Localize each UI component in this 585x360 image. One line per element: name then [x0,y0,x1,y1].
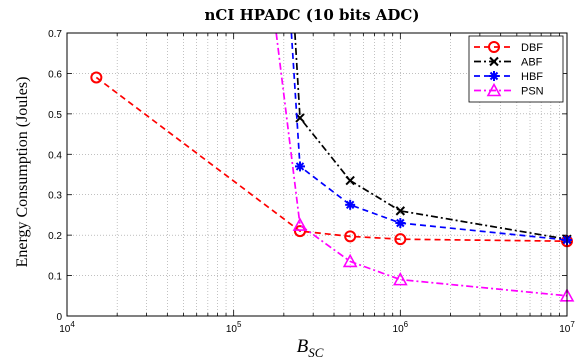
legend-label-psn: PSN [521,86,544,98]
grid [67,33,567,316]
x-tick-label: 105 [226,320,242,335]
legend-marker-abf-stroke [489,56,499,67]
x-tick-label-exponent: 7 [570,320,575,329]
y-tick-label: 0.1 [48,272,62,283]
x-tick-label-exponent: 5 [237,320,242,329]
plot-frame [66,32,568,317]
series-dbf-line [95,76,567,243]
legend-item-dbf: DBF [474,41,543,54]
x-tick-label-base: 10 [559,324,571,335]
legend-box [468,35,564,103]
series-hbf-marker-stroke [295,162,305,171]
y-tick-label: 0.7 [48,29,62,40]
chart-title: nCI HPADC (10 bits ADC) [205,6,420,24]
series-hbf-marker [345,199,356,210]
series-psn-marker [292,217,308,231]
series-hbf-marker-stroke [396,218,405,228]
series-abf-marker-stroke [295,113,305,123]
x-tick-label-base: 10 [393,324,405,335]
legend-item-abf: ABF [474,57,543,69]
legend-marker-abf [489,56,499,67]
y-tick-label: 0.3 [48,191,62,202]
series-psn-marker [342,253,358,268]
series-abf-marker-stroke [395,206,406,216]
legend-marker-dbf [488,41,500,53]
y-tick-label: 0 [56,312,62,323]
y-tick-label: 0.6 [48,69,62,80]
y-axis-label: Energy Consumption (Joules) [14,77,31,268]
series-dbf [90,71,573,248]
series-hbf-marker-stroke [345,200,355,210]
legend-item-hbf: HBF [474,71,543,83]
series-hbf-marker [395,218,406,229]
series-abf-marker-stroke [345,175,355,186]
series-layer [90,33,575,302]
series-dbf-marker [90,71,103,84]
series-dbf-marker [344,230,357,243]
x-tick-label-exponent: 4 [70,320,75,329]
x-axis-label-main: B [297,336,309,357]
legend-label-dbf: DBF [521,42,543,54]
x-tick-label: 104 [59,320,75,335]
series-hbf-marker [294,161,305,172]
legend-label-hbf: HBF [521,71,543,83]
x-axis-label: BSC [297,336,324,360]
legend: DBF ABF HBF PSN [468,35,564,103]
x-tick-label-exponent: 6 [404,320,409,329]
legend-marker-psn [486,82,502,97]
y-tick-label: 0.4 [48,150,62,161]
legend-marker-hbf-stroke [489,71,499,81]
x-tick-label-base: 10 [226,324,238,335]
series-dbf-marker [394,233,407,246]
legend-marker-hbf [489,71,499,81]
series-abf-marker [345,175,355,186]
series-dbf-marker [293,225,306,238]
y-tick-label: 0.2 [48,231,62,242]
series-psn-marker [392,271,408,286]
x-tick-label: 107 [559,320,575,335]
series-psn-line [275,33,567,297]
x-axis-label-subscript: SC [308,345,324,360]
y-tick-label: 0.5 [48,110,62,121]
x-tick-label: 106 [393,320,409,335]
series-abf-marker [395,206,406,216]
legend-item-psn: PSN [474,82,544,98]
legend-label-abf: ABF [521,57,543,69]
x-tick-label-base: 10 [59,324,71,335]
